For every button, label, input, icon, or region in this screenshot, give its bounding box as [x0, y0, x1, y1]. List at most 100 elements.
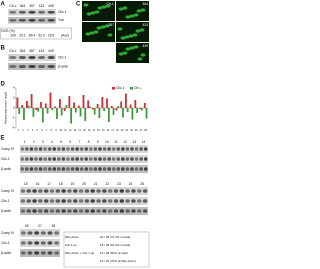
blot-band	[139, 157, 143, 161]
blot-band	[52, 167, 57, 171]
bar	[27, 105, 30, 108]
blot-band	[66, 157, 70, 161]
blot-band	[61, 199, 66, 203]
ocr-note: (Ave)	[61, 33, 69, 37]
row-label: Comp IV	[1, 189, 15, 193]
bar	[37, 108, 40, 112]
blot-strip	[20, 155, 148, 163]
x-tick-label: 12	[69, 129, 72, 132]
blot-band	[90, 189, 95, 193]
blot-band	[38, 209, 43, 213]
blot-band	[20, 147, 25, 151]
blot-band	[143, 147, 148, 151]
bar	[58, 99, 61, 108]
bar	[98, 108, 101, 118]
blot-band	[20, 199, 26, 203]
image-label: 449	[142, 44, 148, 48]
x-tick-label: 6	[41, 129, 43, 132]
bar	[84, 108, 87, 121]
bar	[18, 108, 21, 114]
blot-band	[70, 147, 75, 151]
blot-band	[98, 157, 102, 161]
blot-band	[57, 147, 61, 151]
row-label: Clic-1	[1, 199, 10, 203]
blot-band	[18, 10, 27, 14]
bar	[32, 108, 35, 117]
x-tick-label: 10	[59, 129, 62, 132]
bar	[101, 97, 104, 108]
y-tick-label: -4	[12, 126, 15, 130]
blot-band	[93, 147, 98, 151]
cell-signal	[129, 14, 135, 18]
blot-band	[142, 209, 148, 213]
blot-band	[90, 199, 95, 203]
bar	[107, 108, 110, 122]
bar	[129, 104, 132, 108]
cell-signal	[83, 3, 89, 7]
blot-band	[37, 55, 46, 60]
image-label: Ctr-L	[106, 2, 114, 6]
blot-band	[29, 167, 34, 171]
blot-band	[131, 189, 136, 193]
blot-band	[47, 10, 55, 14]
cell-signal	[133, 13, 139, 17]
bar	[140, 108, 143, 111]
blot-strip	[20, 165, 148, 173]
x-tick-label: 26	[135, 129, 138, 132]
blot-band	[32, 189, 37, 193]
blot-band	[20, 251, 26, 255]
blot-band	[125, 199, 130, 203]
blot-band	[102, 157, 107, 161]
blot-band	[66, 147, 70, 151]
blot-band	[43, 167, 47, 171]
blot-band	[107, 167, 111, 171]
blot-band	[107, 157, 111, 161]
row-label: β-actin	[1, 167, 11, 171]
cell-signal	[136, 9, 142, 13]
lane-label: 423	[39, 49, 45, 53]
blot-band	[18, 18, 27, 22]
lane-label: Ctr-L	[9, 4, 17, 8]
blot-band	[47, 241, 53, 245]
blot-band	[93, 157, 98, 161]
bar	[35, 108, 38, 110]
sample-number: 25	[140, 182, 144, 186]
blot-band	[37, 18, 46, 22]
image-label: 423	[142, 23, 148, 27]
blot-band	[113, 189, 119, 193]
cell-signal	[94, 10, 100, 14]
blot-band	[61, 147, 66, 151]
blot-band	[130, 157, 134, 161]
blot-band	[125, 189, 130, 193]
blot-band	[75, 167, 79, 171]
blot-band	[96, 209, 101, 213]
bar	[73, 102, 75, 108]
blot-band	[52, 147, 57, 151]
bar	[91, 108, 94, 110]
row-label: Tub	[58, 18, 64, 22]
cell-signal	[137, 57, 143, 61]
blot-band	[67, 199, 72, 203]
y-axis-label: Relative expression (log2)	[4, 92, 8, 124]
summary-box	[63, 231, 150, 268]
x-tick-label: 16	[88, 129, 91, 132]
blot-band	[54, 231, 60, 235]
legend-swatch	[112, 87, 115, 90]
blot-band	[75, 157, 79, 161]
blot-band	[26, 199, 31, 203]
row-label: Clic-1	[58, 10, 67, 14]
blot-band	[9, 10, 17, 14]
blot-band	[130, 147, 134, 151]
sample-number: 16	[36, 182, 40, 186]
bar	[89, 106, 91, 108]
blot-strip	[20, 145, 148, 153]
x-tick-label: 14	[78, 129, 81, 132]
blot-band	[116, 157, 121, 161]
blot-band	[143, 167, 148, 171]
blot-band	[54, 251, 60, 255]
cell-signal	[105, 4, 111, 8]
blot-band	[143, 157, 148, 161]
sample-number: 27	[38, 224, 42, 228]
cell-signal	[125, 15, 131, 19]
blot-strip	[20, 229, 60, 237]
